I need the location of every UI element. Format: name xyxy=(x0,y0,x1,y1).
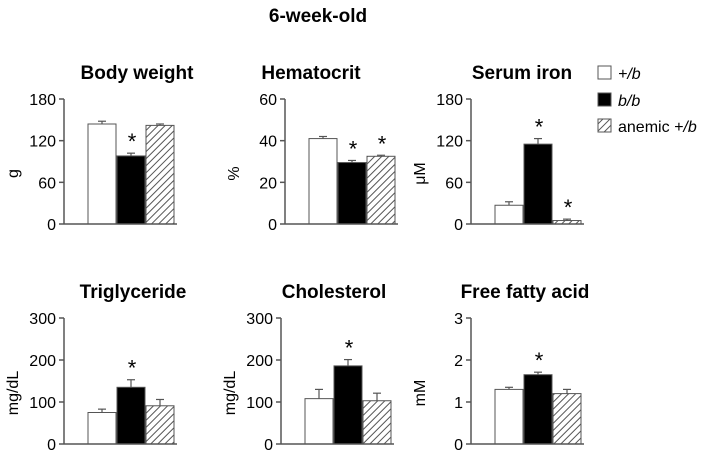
chart-panel: Body weight 0 60 120 180 g * xyxy=(5,63,194,234)
legend-swatch xyxy=(597,92,612,107)
y-tick-label: 0 xyxy=(47,437,56,452)
panels: Body weight060120180g*Hematocrit0204060%… xyxy=(5,63,589,452)
y-tick-label: 100 xyxy=(246,395,273,412)
y-tick-label: 180 xyxy=(436,92,463,109)
significance-marker: * xyxy=(128,129,137,154)
bar xyxy=(523,374,553,445)
y-axis-label: μM xyxy=(412,162,429,185)
y-tick-label: 1 xyxy=(454,395,463,412)
y-tick-label: 180 xyxy=(29,92,56,109)
chart-title: Cholesterol xyxy=(282,282,387,303)
significance-marker: * xyxy=(535,115,544,140)
y-tick-label: 0 xyxy=(47,217,56,234)
bar xyxy=(304,398,334,445)
legend-item: b/b xyxy=(597,92,640,110)
y-axis-label: g xyxy=(5,169,22,178)
y-tick-label: 120 xyxy=(29,134,56,151)
chart-panel: Triglyceride 0 100 200 300 mg/dL * xyxy=(5,282,186,452)
significance-marker: * xyxy=(349,136,358,161)
significance-marker: * xyxy=(345,336,354,361)
legend-item: +/b xyxy=(597,65,641,83)
chart-panel: Free fatty acid 0 1 2 3 mM * xyxy=(412,282,589,452)
chart-title: Body weight xyxy=(81,63,195,84)
y-tick-label: 0 xyxy=(268,217,277,234)
y-tick-label: 300 xyxy=(246,311,273,328)
chart-panel: Hematocrit 0 20 40 60% * * xyxy=(226,63,398,234)
bar xyxy=(333,365,363,445)
bar xyxy=(362,400,392,445)
legend: +/b b/b anemic +/b xyxy=(597,65,697,136)
y-tick-label: 120 xyxy=(436,134,463,151)
bar xyxy=(523,143,553,225)
y-tick-label: 2 xyxy=(454,353,463,370)
legend-label: b/b xyxy=(618,93,640,110)
significance-marker: * xyxy=(564,195,573,220)
y-axis-label: mg/dL xyxy=(222,371,239,416)
bar xyxy=(87,412,117,445)
legend-item: anemic +/b xyxy=(597,118,697,136)
y-tick-label: 60 xyxy=(259,92,277,109)
significance-marker: * xyxy=(378,131,387,156)
chart-panel: Serum iron 0 60 120 180 μM * * xyxy=(412,63,584,234)
bar xyxy=(552,393,582,445)
y-tick-label: 100 xyxy=(29,395,56,412)
y-tick-label: 60 xyxy=(445,175,463,192)
legend-label: anemic +/b xyxy=(618,119,697,136)
chart-panel: Cholesterol 0 100 200 300 mg/dL * xyxy=(222,282,394,452)
bar xyxy=(308,138,338,225)
bar xyxy=(145,405,175,445)
bar xyxy=(366,155,396,225)
y-tick-label: 60 xyxy=(38,175,56,192)
y-axis-label: mM xyxy=(412,380,429,407)
y-tick-label: 0 xyxy=(454,217,463,234)
legend-swatch xyxy=(597,65,612,80)
bar xyxy=(116,386,146,445)
figure-title: 6-week-old xyxy=(269,6,367,27)
bar xyxy=(145,124,175,225)
bar xyxy=(116,155,146,225)
y-tick-label: 3 xyxy=(454,311,463,328)
chart-title: Hematocrit xyxy=(261,63,361,84)
y-tick-label: 0 xyxy=(264,437,273,452)
bar xyxy=(337,162,367,225)
chart-title: Triglyceride xyxy=(80,282,187,303)
bar xyxy=(494,204,524,225)
y-tick-label: 20 xyxy=(259,175,277,192)
y-tick-label: 40 xyxy=(259,134,277,151)
y-tick-label: 200 xyxy=(29,353,56,370)
bar xyxy=(494,388,524,445)
legend-swatch xyxy=(597,118,612,133)
significance-marker: * xyxy=(128,356,137,381)
significance-marker: * xyxy=(535,348,544,373)
y-tick-label: 300 xyxy=(29,311,56,328)
chart-title: Serum iron xyxy=(472,63,572,84)
legend-label: +/b xyxy=(618,66,641,83)
y-axis-label: mg/dL xyxy=(5,371,22,416)
y-tick-label: 0 xyxy=(454,437,463,452)
chart-title: Free fatty acid xyxy=(461,282,590,303)
y-axis-label: % xyxy=(226,166,243,180)
y-tick-label: 200 xyxy=(246,353,273,370)
bar xyxy=(87,123,117,225)
